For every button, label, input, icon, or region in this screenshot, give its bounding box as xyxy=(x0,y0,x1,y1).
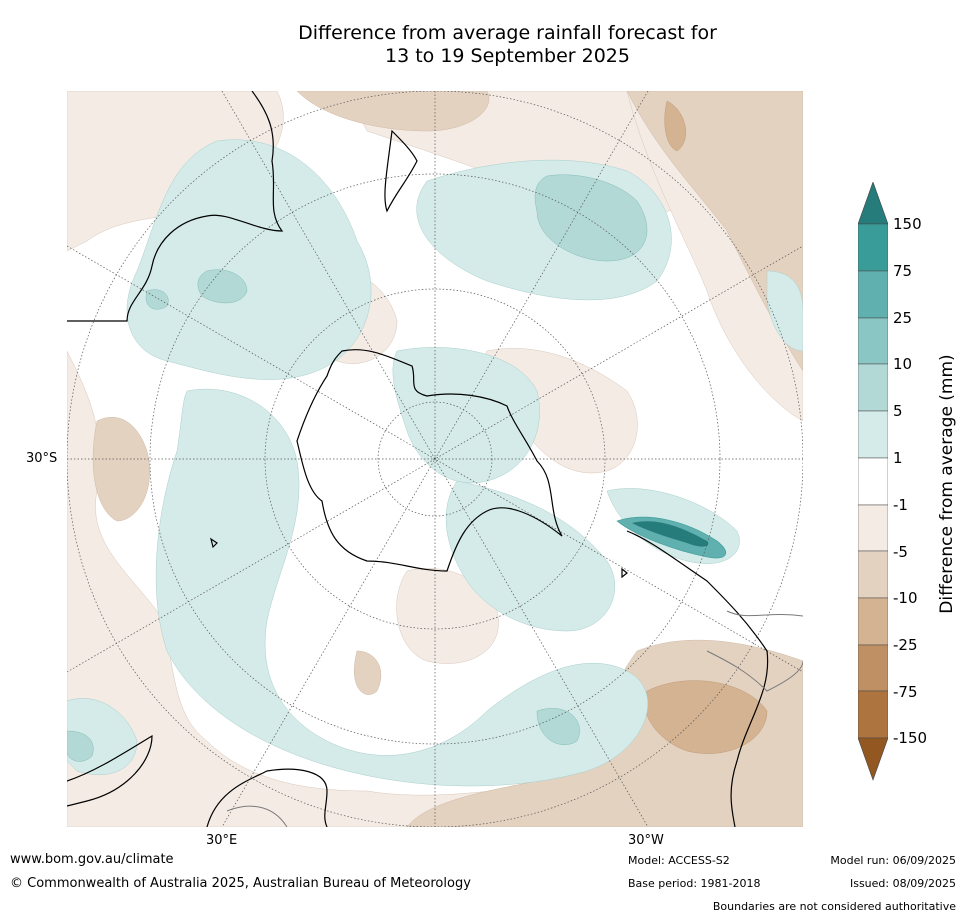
copyright-text: © Commonwealth of Australia 2025, Austra… xyxy=(10,876,471,891)
colorbar-band-10-25 xyxy=(858,317,888,365)
colorbar-tick: 25 xyxy=(893,309,913,327)
graticule xyxy=(67,91,803,827)
map-title: Difference from average rainfall forecas… xyxy=(170,22,845,68)
colorbar-tick: 1 xyxy=(893,449,903,467)
colorbar-tick: -150 xyxy=(893,729,928,747)
title-line-1: Difference from average rainfall forecas… xyxy=(298,22,717,44)
colorbar-band-minus25-75 xyxy=(858,644,888,692)
base-period: Base period: 1981-2018 xyxy=(628,877,761,890)
borders xyxy=(226,610,803,827)
colorbar-title: Difference from average (mm) xyxy=(937,354,957,614)
boundaries-disclaimer: Boundaries are not considered authoritat… xyxy=(712,900,956,913)
colorbar-tick: -75 xyxy=(893,683,918,701)
colorbar-tick: 10 xyxy=(893,355,913,373)
colorbar-band-minus75-150 xyxy=(858,690,888,739)
colorbar-band-neutral xyxy=(858,457,888,506)
issued-date: Issued: 08/09/2025 xyxy=(849,877,956,890)
colorbar-tick: 75 xyxy=(893,262,913,280)
anomaly-core xyxy=(632,521,709,547)
colorbar-band-5-10 xyxy=(858,363,888,412)
colorbar-tick: -25 xyxy=(893,636,918,654)
website-link[interactable]: www.bom.gov.au/climate xyxy=(10,852,174,867)
colorbar-tick: -5 xyxy=(893,543,908,561)
light-teal-regions xyxy=(67,139,803,787)
rainfall-anomaly-map[interactable] xyxy=(67,91,803,827)
colorbar xyxy=(858,182,888,781)
latitude-label-30s: 30°S xyxy=(26,451,58,466)
dark-brown-regions xyxy=(644,100,768,754)
colorbar-band-minus10-25 xyxy=(858,597,888,646)
colorbar-tick: -1 xyxy=(893,496,908,514)
colorbar-band-1-5 xyxy=(858,410,888,459)
colorbar-tick: 150 xyxy=(893,215,922,233)
colorbar-tick: 5 xyxy=(893,402,903,420)
model-run-date: Model run: 06/09/2025 xyxy=(830,854,956,867)
teal-regions xyxy=(67,174,648,762)
model-name: Model: ACCESS-S2 xyxy=(628,854,730,867)
map-canvas xyxy=(67,91,803,827)
colorbar-band-minus5-10 xyxy=(858,550,888,599)
coastlines xyxy=(67,91,769,827)
longitude-label-30w: 30°W xyxy=(628,833,664,848)
longitude-label-30e: 30°E xyxy=(206,833,238,848)
colorbar-band-25-75 xyxy=(858,270,888,319)
colorbar-band-75-150 xyxy=(858,223,888,272)
colorbar-upper-arrow xyxy=(858,182,888,225)
colorbar-tick: -10 xyxy=(893,589,918,607)
colorbar-lower-arrow xyxy=(858,737,888,781)
title-line-2: 13 to 19 September 2025 xyxy=(385,45,630,67)
colorbar-band-minus1-5 xyxy=(858,504,888,552)
